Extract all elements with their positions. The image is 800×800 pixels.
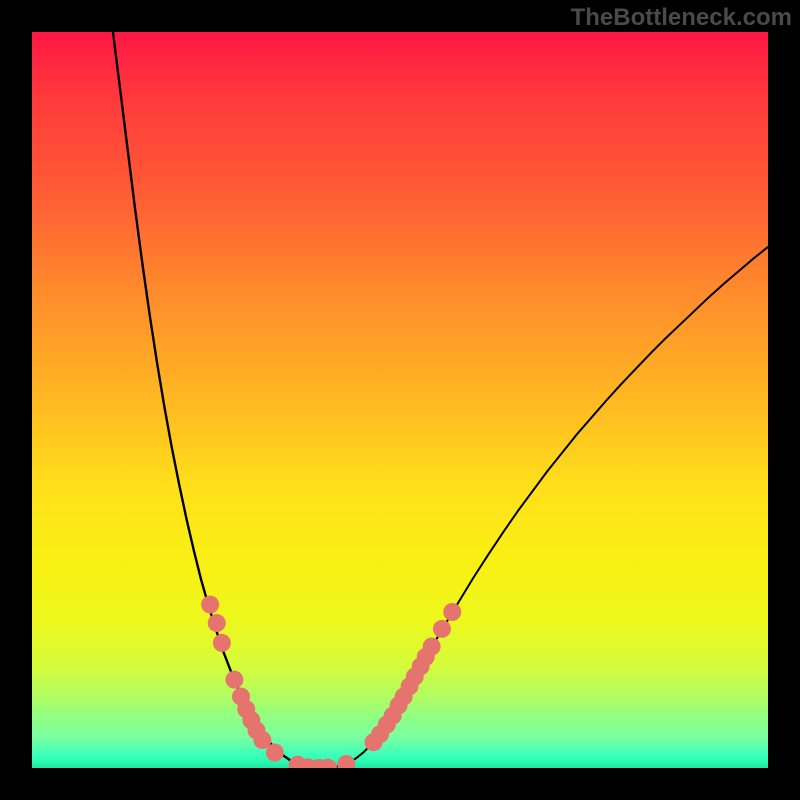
plot-svg <box>32 32 768 768</box>
gradient-background <box>32 32 768 768</box>
chart-container: TheBottleneck.com <box>0 0 800 800</box>
marker-point <box>213 634 231 652</box>
marker-point <box>443 603 461 621</box>
watermark-text: TheBottleneck.com <box>571 4 792 32</box>
marker-point <box>423 638 441 656</box>
marker-point <box>201 596 219 614</box>
marker-point <box>208 614 226 632</box>
marker-point <box>433 620 451 638</box>
marker-point <box>266 744 284 762</box>
marker-point <box>225 671 243 689</box>
plot-area <box>32 32 768 768</box>
